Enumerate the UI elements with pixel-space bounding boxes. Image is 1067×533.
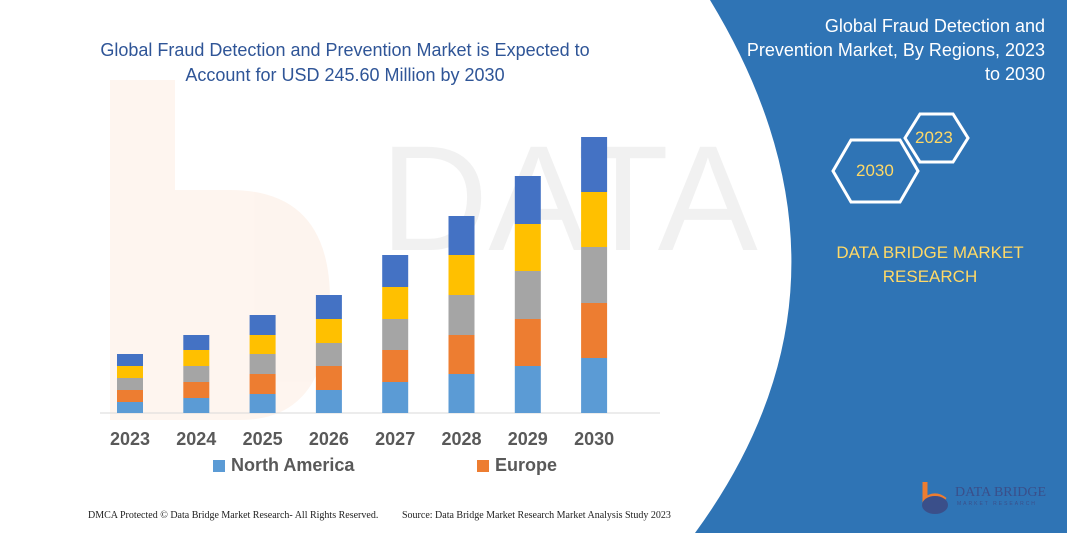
side-panel: [695, 0, 1067, 533]
hex-2030: [831, 138, 920, 204]
bar-segment-2030-1: [581, 303, 608, 358]
bar-segment-2025-3: [249, 335, 276, 354]
bar-segment-2026-4: [315, 295, 342, 319]
bar-segment-2027-4: [382, 255, 409, 287]
x-tick-label: 2028: [441, 429, 482, 449]
bar-segment-2029-3: [514, 224, 541, 271]
logo-text: DATA BRIDGE: [955, 485, 1047, 500]
x-tick-label: 2024: [176, 429, 217, 449]
bar-segment-2025-4: [249, 315, 276, 335]
bar-segment-2027-0: [382, 382, 409, 413]
bar-segment-2025-1: [249, 374, 276, 394]
bar-segment-2026-1: [315, 366, 342, 390]
logo-subtext: MARKET RESEARCH: [957, 501, 1037, 507]
bar-segment-2024-1: [183, 382, 210, 398]
hex-2023-label: 2023: [915, 128, 953, 147]
x-tick-label: 2025: [242, 429, 283, 449]
bar-segment-2024-0: [183, 398, 210, 413]
bar-segment-2024-4: [183, 335, 210, 350]
legend-item-europe: Europe: [477, 455, 557, 476]
x-tick-label: 2029: [507, 429, 548, 449]
bar-segment-2028-4: [448, 216, 475, 255]
bar-segment-2030-4: [581, 137, 608, 192]
bar-segment-2029-4: [514, 176, 541, 224]
bar-segment-2023-3: [117, 366, 143, 378]
hex-2023: [903, 112, 970, 164]
legend-swatch: [213, 459, 225, 472]
legend-swatch: [477, 459, 489, 472]
footer-source: Source: Data Bridge Market Research Mark…: [402, 510, 671, 521]
bar-segment-2025-2: [249, 354, 276, 374]
bar-segment-2024-3: [183, 350, 210, 366]
bar-segment-2028-1: [448, 335, 475, 374]
bar-segment-2027-3: [382, 287, 409, 319]
bar-segment-2024-2: [183, 366, 210, 382]
bar-segment-2027-1: [382, 350, 409, 382]
x-tick-label: 2023: [109, 429, 151, 449]
hex-2030-label: 2030: [856, 161, 894, 180]
bar-segment-2030-2: [581, 247, 608, 303]
bars: [117, 137, 608, 413]
bar-segment-2026-0: [315, 390, 342, 413]
bar-segment-2030-3: [581, 192, 608, 247]
legend-item-north-america: North America: [213, 455, 354, 476]
legend-label: Europe: [495, 455, 558, 475]
panel-title: Global Fraud Detection and Prevention Ma…: [746, 16, 1045, 84]
footer-copyright: DMCA Protected © Data Bridge Market Rese…: [88, 510, 379, 521]
bar-segment-2029-1: [514, 319, 541, 366]
bar-segment-2029-0: [514, 366, 541, 413]
chart-title: Global Fraud Detection and Prevention Ma…: [100, 40, 590, 85]
bar-segment-2023-4: [117, 354, 143, 366]
bar-segment-2025-0: [249, 394, 276, 413]
bar-segment-2027-2: [382, 319, 409, 350]
bar-segment-2023-0: [117, 402, 143, 413]
legend-label: North America: [231, 455, 355, 475]
bar-segment-2023-1: [117, 390, 143, 402]
bar-segment-2026-2: [315, 343, 342, 366]
x-tick-label: 2026: [308, 429, 349, 449]
bar-segment-2030-0: [581, 358, 608, 413]
bar-segment-2028-0: [448, 374, 475, 413]
bar-segment-2026-3: [315, 319, 342, 343]
brand-text: DATA BRIDGE MARKET RESEARCH: [836, 243, 1024, 286]
bar-segment-2029-2: [514, 271, 541, 319]
bar-segment-2023-2: [117, 378, 143, 390]
bar-segment-2028-3: [448, 255, 475, 295]
x-tick-label: 2030: [574, 429, 615, 449]
x-tick-label: 2027: [375, 429, 416, 449]
logo-icon: [922, 482, 948, 514]
bar-segment-2028-2: [448, 295, 475, 335]
